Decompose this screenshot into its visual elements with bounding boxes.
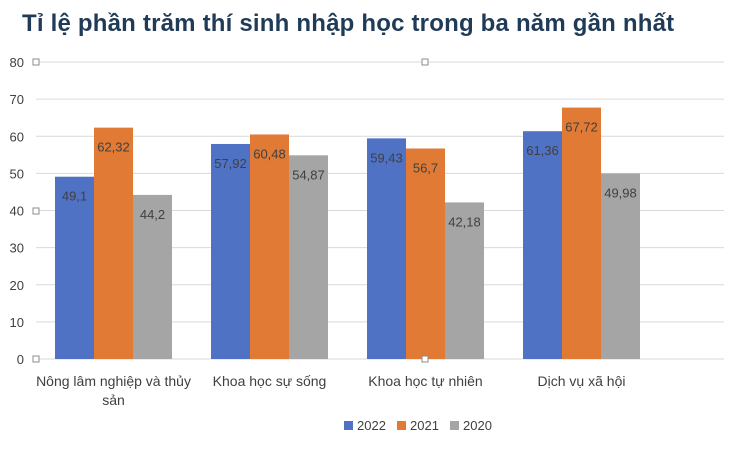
data-label: 42,18 — [448, 214, 481, 229]
bar-2020 — [601, 173, 640, 359]
y-tick-label: 40 — [10, 204, 24, 219]
category-label: Khoa học sự sống — [213, 373, 327, 389]
legend-swatch-2020 — [450, 421, 459, 430]
category-label: Nông lâm nghiệp và thủy — [36, 373, 191, 389]
y-tick-label: 50 — [10, 166, 24, 181]
data-label: 57,92 — [214, 156, 247, 171]
y-tick-label: 80 — [10, 55, 24, 70]
y-tick-label: 10 — [10, 315, 24, 330]
bar-2022 — [211, 143, 250, 359]
y-tick-label: 0 — [17, 352, 24, 367]
y-tick-label: 20 — [10, 278, 24, 293]
legend-swatch-2021 — [397, 421, 406, 430]
legend-label-2022: 2022 — [357, 418, 386, 433]
data-label: 67,72 — [565, 120, 598, 135]
category-label: Dịch vụ xã hội — [538, 373, 626, 389]
resize-handle — [32, 207, 40, 215]
chart-title: Tỉ lệ phần trăm thí sinh nhập học trong … — [22, 10, 675, 37]
bar-2022 — [367, 138, 406, 359]
data-label: 49,1 — [62, 189, 87, 204]
data-label: 60,48 — [253, 146, 286, 161]
y-tick-label: 70 — [10, 92, 24, 107]
bar-2020 — [289, 155, 328, 359]
bar-2021 — [94, 127, 133, 360]
data-label: 54,87 — [292, 167, 325, 182]
resize-handle — [32, 355, 40, 363]
category-label: sản — [102, 392, 125, 408]
data-label: 62,32 — [97, 140, 130, 155]
data-label: 56,7 — [413, 161, 438, 176]
y-tick-label: 30 — [10, 241, 24, 256]
resize-handle — [421, 355, 429, 363]
bar-2022 — [55, 176, 94, 359]
resize-handle — [32, 58, 40, 66]
data-label: 59,43 — [370, 150, 403, 165]
bar-2021 — [562, 107, 601, 359]
legend-swatch-2022 — [344, 421, 353, 430]
legend-label-2021: 2021 — [410, 418, 439, 433]
data-label: 44,2 — [140, 207, 165, 222]
legend-label-2020: 2020 — [463, 418, 492, 433]
bar-2021 — [406, 148, 445, 359]
category-label: Khoa học tự nhiên — [368, 373, 482, 389]
bar-2021 — [250, 134, 289, 359]
bar-2022 — [523, 131, 562, 359]
bar-2020 — [133, 194, 172, 359]
y-tick-label: 60 — [10, 129, 24, 144]
data-label: 49,98 — [604, 185, 637, 200]
resize-handle — [421, 58, 429, 66]
data-label: 61,36 — [526, 143, 559, 158]
bar-2020 — [445, 202, 484, 359]
